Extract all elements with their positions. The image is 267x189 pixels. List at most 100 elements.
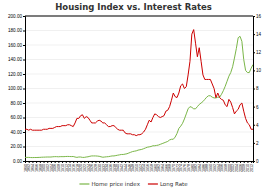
tick: 20.00	[11, 144, 26, 149]
tick-label: 40.00	[11, 130, 23, 135]
grid-line	[25, 146, 253, 147]
tick-label: 100.00	[8, 86, 22, 91]
legend-label: Home price index	[91, 181, 140, 188]
tick-mark	[188, 161, 189, 163]
tick-mark	[77, 161, 78, 163]
tick-mark	[221, 161, 222, 163]
tick: 80.00	[11, 101, 26, 106]
tick-mark	[73, 161, 74, 163]
tick: 120.00	[8, 72, 25, 77]
tick-mark	[155, 161, 156, 163]
tick-mark	[23, 74, 25, 75]
tick: 8	[253, 86, 259, 91]
tick: 2	[253, 141, 259, 146]
tick: 100.00	[8, 86, 25, 91]
tick-label: 140.00	[8, 57, 22, 62]
tick-mark	[84, 161, 85, 163]
tick-mark	[170, 161, 171, 163]
tick-mark	[181, 161, 182, 163]
tick-label: 120.00	[8, 72, 22, 77]
tick-mark	[236, 161, 237, 163]
tick-mark	[207, 161, 208, 163]
plot: 1890189218941896189819001902190419061908…	[8, 14, 262, 172]
tick-mark	[88, 161, 89, 163]
tick: 160.00	[8, 43, 25, 48]
tick-mark	[247, 161, 248, 163]
tick-label: 10	[256, 68, 262, 73]
tick-mark	[196, 161, 197, 163]
tick: 140.00	[8, 57, 25, 62]
tick-mark	[114, 161, 115, 163]
tick-mark	[253, 107, 255, 108]
tick: 200.00	[8, 14, 25, 19]
tick-mark	[173, 161, 174, 163]
tick-label: 160.00	[8, 43, 22, 48]
frame	[25, 16, 253, 17]
title: Housing Index vs. Interest Rates	[55, 2, 212, 12]
tick-label: 20.00	[11, 144, 23, 149]
axis-line	[26, 162, 254, 164]
tick-label: 200.00	[8, 14, 22, 19]
tick-mark	[69, 161, 70, 163]
grid-line	[25, 88, 253, 89]
tick: 40.00	[11, 130, 26, 135]
tick-label: 60.00	[11, 115, 23, 120]
tick-mark	[23, 45, 25, 46]
tick-mark	[244, 161, 245, 163]
tick-mark	[133, 161, 134, 163]
tick-mark	[55, 161, 56, 163]
lines	[25, 30, 253, 158]
tick-mark	[23, 132, 25, 133]
tick-mark	[121, 161, 122, 163]
tick: 12	[253, 50, 262, 55]
tick-mark	[253, 89, 255, 90]
legend-swatch	[79, 183, 89, 184]
tick-label: 4	[256, 123, 259, 128]
tick-mark	[62, 161, 63, 163]
grid-line	[25, 16, 253, 17]
grid-line	[25, 59, 253, 60]
x-axis: 1890189218941896189819001902190419061908…	[24, 161, 254, 172]
y2-axis: 0246810121416	[253, 14, 262, 164]
tick-mark	[225, 161, 226, 163]
tick: 0.00	[13, 159, 25, 164]
tick: 2012	[250, 161, 254, 172]
series-line	[25, 30, 253, 136]
tick-mark	[140, 161, 141, 163]
tick-mark	[177, 161, 178, 163]
tick-label: 0.00	[13, 159, 22, 164]
legend-item: Home price index	[79, 181, 140, 188]
chart: Housing Index vs. Interest Rates 18901892…	[0, 0, 267, 189]
tick-mark	[253, 52, 255, 53]
tick-mark	[58, 161, 59, 163]
tick-mark	[44, 161, 45, 163]
tick-mark	[233, 161, 234, 163]
tick-mark	[253, 34, 255, 35]
tick-mark	[118, 161, 119, 163]
tick-mark	[199, 161, 200, 163]
tick-label: 2	[256, 141, 259, 146]
tick-mark	[23, 147, 25, 148]
tick: 180.00	[8, 28, 25, 33]
tick-mark	[251, 161, 252, 163]
tick: 14	[253, 32, 262, 37]
tick-mark	[210, 161, 211, 163]
tick-mark	[32, 161, 33, 163]
grid-line	[25, 45, 253, 46]
tick-label: 12	[256, 50, 262, 55]
grid-line	[25, 74, 253, 75]
tick-mark	[23, 60, 25, 61]
tick-mark	[36, 161, 37, 163]
tick-mark	[51, 161, 52, 163]
tick-mark	[218, 161, 219, 163]
tick-mark	[253, 70, 255, 71]
tick: 16	[253, 14, 262, 19]
tick-mark	[229, 161, 230, 163]
tick-mark	[107, 161, 108, 163]
tick-mark	[23, 31, 25, 32]
tick-mark	[240, 161, 241, 163]
tick-mark	[144, 161, 145, 163]
tick-mark	[92, 161, 93, 163]
tick-mark	[253, 16, 255, 17]
tick-mark	[129, 161, 130, 163]
